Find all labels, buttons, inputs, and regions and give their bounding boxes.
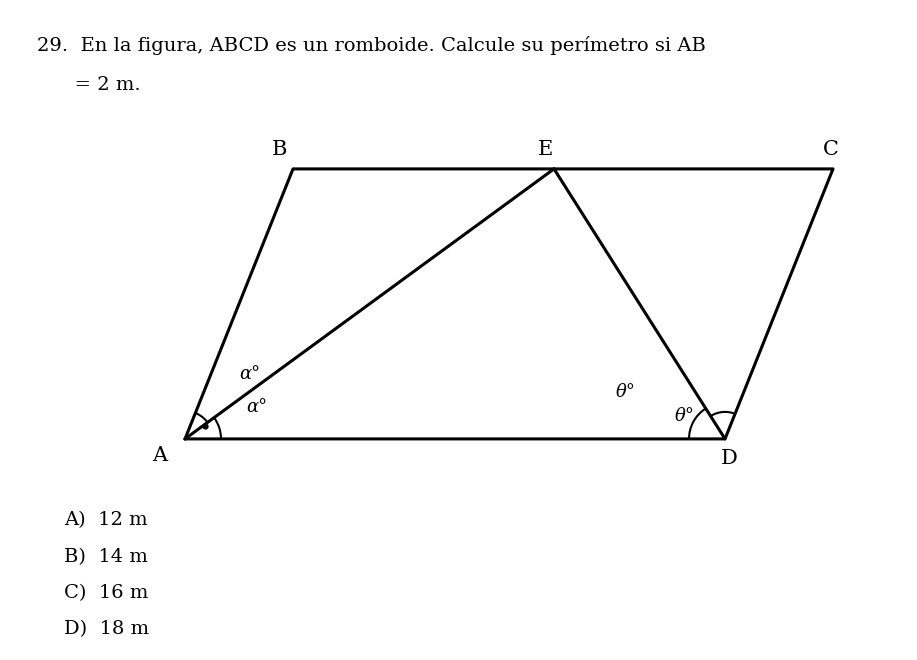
- Text: A: A: [152, 446, 168, 465]
- Text: = 2 m.: = 2 m.: [37, 76, 140, 94]
- Text: θ°: θ°: [675, 407, 694, 426]
- Text: B)  14 m: B) 14 m: [64, 548, 148, 566]
- Text: 29.  En la figura, ABCD es un romboide. Calcule su perímetro si AB: 29. En la figura, ABCD es un romboide. C…: [37, 36, 705, 55]
- Text: D: D: [721, 449, 738, 468]
- Text: D)  18 m: D) 18 m: [64, 620, 149, 638]
- Text: E: E: [537, 140, 553, 158]
- Text: A)  12 m: A) 12 m: [64, 512, 148, 529]
- Text: C: C: [823, 140, 839, 158]
- Text: α°: α°: [239, 365, 260, 383]
- Text: θ°: θ°: [616, 383, 636, 401]
- Text: α°: α°: [247, 397, 268, 416]
- Text: B: B: [271, 140, 287, 158]
- Text: C)  16 m: C) 16 m: [64, 584, 149, 602]
